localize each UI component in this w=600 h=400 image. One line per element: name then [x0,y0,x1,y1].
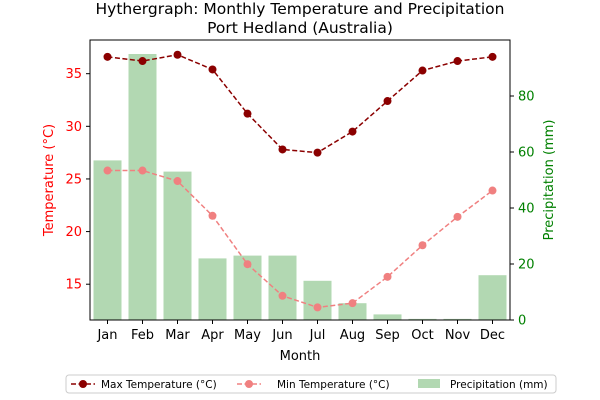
left-y-tick-label: 30 [65,120,82,135]
legend-max-label: Max Temperature (°C) [101,379,217,391]
left-y-axis-label: Temperature (°C) [42,124,57,237]
max-temp-point [454,57,462,65]
max-temp-point [384,97,392,105]
max-temp-point [419,67,427,75]
left-y-tick-label: 35 [65,67,82,82]
precipitation-bar [164,172,192,320]
min-temp-point [454,213,462,221]
precipitation-bar [479,275,507,320]
x-tick-label: Dec [480,328,505,343]
min-temp-point [139,167,147,175]
right-y-tick-label: 60 [518,146,535,161]
precipitation-bar [374,314,402,320]
precipitation-bar [304,281,332,320]
right-y-axis-label: Precipitation (mm) [542,120,557,241]
x-tick-label: Mar [165,328,190,343]
x-tick-label: Apr [201,328,224,343]
legend-precip-label: Precipitation (mm) [450,379,548,391]
precipitation-bar [94,160,122,320]
right-y-tick-label: 40 [518,202,535,217]
min-temp-point [209,212,217,220]
min-temp-point [349,299,357,307]
min-temp-point [244,260,252,268]
max-temp-point [174,51,182,59]
legend-min-label: Min Temperature (°C) [277,379,390,391]
legend-precip-swatch [418,379,440,388]
max-temp-point [349,128,357,136]
precipitation-bar [269,256,297,320]
max-temp-point [314,149,322,157]
chart-title-line1: Hythergraph: Monthly Temperature and Pre… [96,0,505,18]
precipitation-bars [94,54,507,320]
legend-min-marker [245,380,253,388]
legend: Max Temperature (°C) Min Temperature (°C… [66,375,556,393]
x-tick-label: Jun [271,328,292,343]
max-temp-point [209,65,217,73]
x-tick-label: Jan [96,328,117,343]
left-y-tick-label: 15 [65,278,82,293]
min-temp-point [174,177,182,185]
min-temp-point [489,187,497,195]
x-tick-label: Jul [309,328,326,343]
right-y-tick-label: 20 [518,258,535,273]
min-temp-point [384,273,392,281]
max-temp-point [139,57,147,65]
x-tick-label: Feb [131,328,154,343]
x-tick-label: Oct [411,328,433,343]
max-temp-line [108,55,493,153]
precipitation-bar [199,258,227,320]
left-y-tick-label: 25 [65,172,82,187]
x-axis-label: Month [280,349,321,364]
left-y-axis: 15 20 25 30 35 [65,67,90,293]
x-tick-label: May [234,328,261,343]
temperature-lines [104,51,497,312]
x-tick-label: Sep [375,328,400,343]
right-y-tick-label: 0 [518,314,526,329]
right-y-axis: 0 20 40 60 80 [510,90,535,329]
precipitation-bar [129,54,157,320]
max-temp-point [244,110,252,118]
min-temp-point [419,241,427,249]
min-temp-point [104,167,112,175]
max-temp-point [279,145,287,153]
min-temp-point [314,303,322,311]
max-temp-point [489,53,497,61]
right-y-tick-label: 80 [518,90,535,105]
x-tick-label: Aug [340,328,365,343]
min-temp-point [279,292,287,300]
x-tick-label: Nov [445,328,471,343]
chart-title-line2: Port Hedland (Australia) [207,19,393,37]
legend-max-marker [79,380,87,388]
max-temp-point [104,53,112,61]
x-axis: Jan Feb Mar Apr May Jun Jul Aug Sep Oct Nov Dec [96,320,505,343]
left-y-tick-label: 20 [65,225,82,240]
